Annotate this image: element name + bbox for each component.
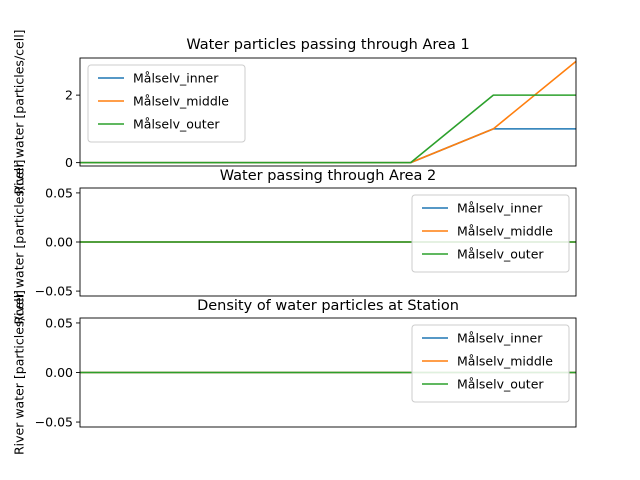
chart-title: Water passing through Area 2 [220,168,437,184]
legend-label: Målselv_outer [133,117,220,132]
legend-label: Målselv_outer [457,247,544,262]
y-axis-label: River water [particles/cell] [12,159,27,324]
chart-panel-3: Density of water particles at Station Riv… [12,290,577,455]
legend: Målselv_inner Målselv_middle Målselv_outer [87,64,246,143]
legend-label: Målselv_inner [457,201,543,216]
y-tick-label: 0.05 [45,185,73,200]
chart-panel-1: Water particles passing through Area 1 Ri… [12,29,577,195]
chart-panel-2: Water passing through Area 2 River water … [12,159,577,325]
chart-title: Water particles passing through Area 1 [186,37,469,53]
legend: Målselv_inner Målselv_middle Målselv_outer [411,324,570,403]
y-axis-label: River water [particles/cell] [12,29,27,194]
legend: Målselv_inner Målselv_middle Målselv_outer [411,194,570,273]
legend-label: Målselv_inner [133,71,219,86]
legend-box [411,324,570,403]
y-axis-label: River water [particles/cell] [12,290,27,455]
legend-label: Målselv_inner [457,331,543,346]
legend-box [87,64,246,143]
y-tick-label: 0.05 [45,315,73,330]
legend-label: Målselv_outer [457,377,544,392]
series-line-mlselv_outer [80,94,576,164]
y-tick-label: 2 [65,88,73,103]
chart-title: Density of water particles at Station [197,298,459,314]
y-tick-label: 0.00 [45,235,73,250]
y-tick-label: −0.05 [35,284,73,299]
y-tick-label: 0 [65,155,73,170]
axes-frame [79,57,577,167]
y-tick-label: −0.05 [35,415,73,430]
legend-box [411,194,570,273]
legend-label: Målselv_middle [457,354,553,369]
legend-label: Målselv_middle [133,94,229,109]
legend-label: Målselv_middle [457,224,553,239]
y-tick-label: 0.00 [45,365,73,380]
